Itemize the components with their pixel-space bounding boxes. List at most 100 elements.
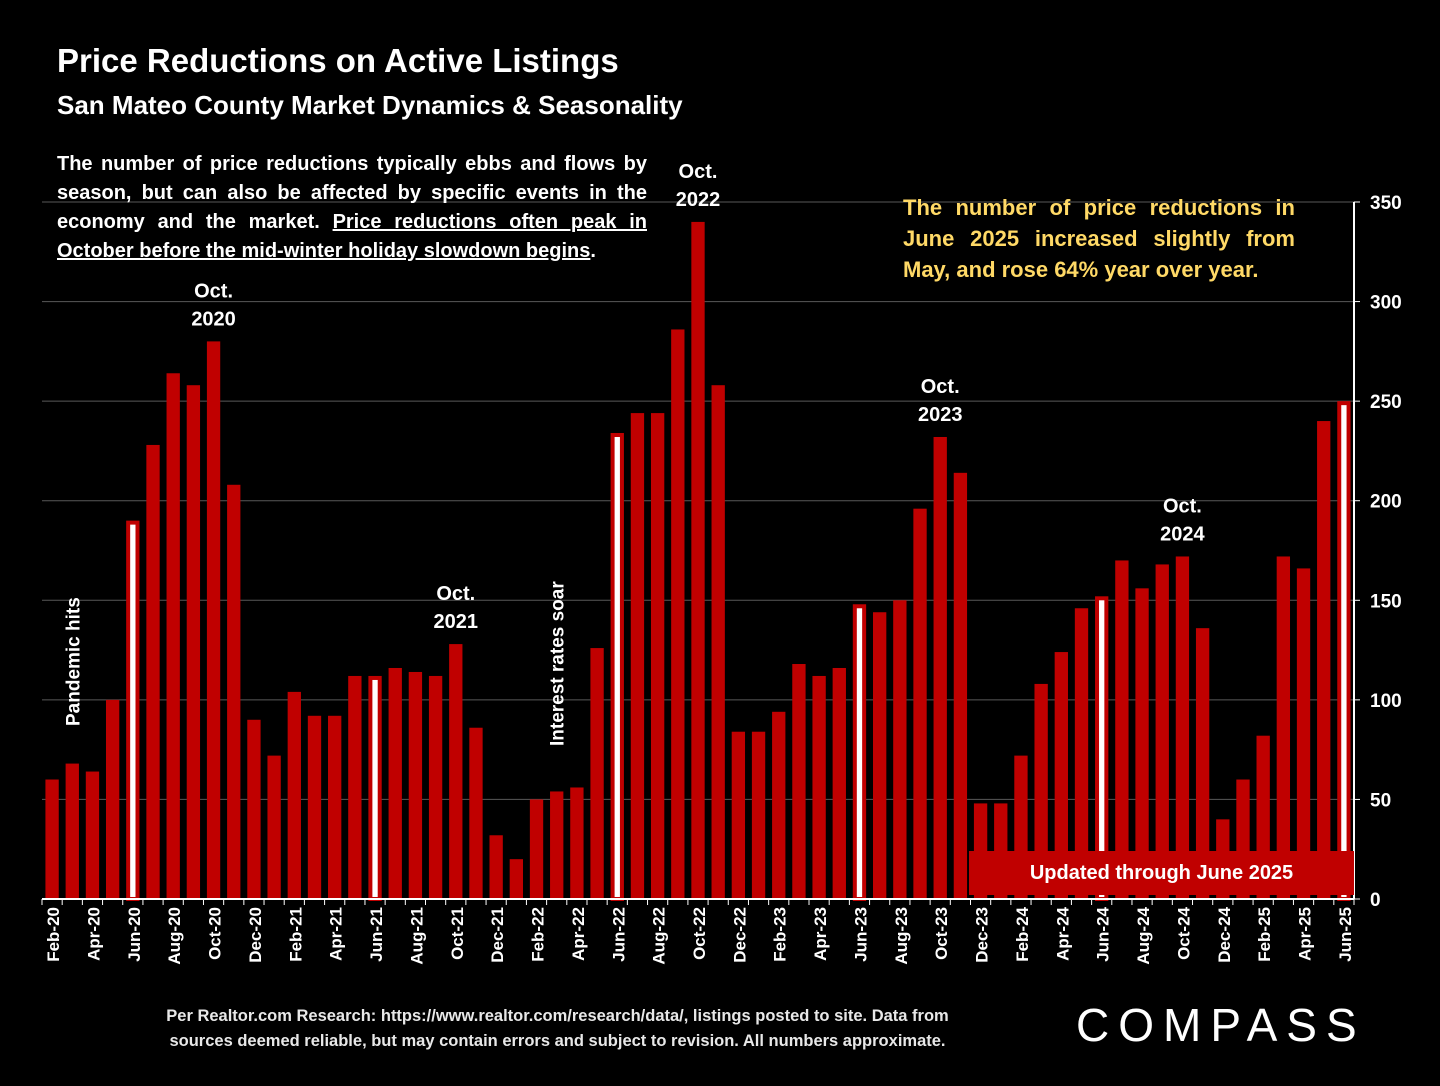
y-tick-label: 250 <box>1370 392 1402 413</box>
bar <box>408 671 423 899</box>
x-tick-label: Apr-22 <box>569 907 588 961</box>
bar-highlight <box>852 604 867 901</box>
x-tick-label: Dec-21 <box>488 907 507 963</box>
x-tick-label: Dec-20 <box>246 907 265 963</box>
bar-highlight <box>610 433 624 901</box>
x-tick-label: Dec-24 <box>1215 906 1234 962</box>
bar <box>247 719 261 899</box>
x-tick-label: Jun-22 <box>609 907 628 962</box>
x-tick-label: Apr-21 <box>327 907 346 961</box>
x-tick-label: Jun-20 <box>125 907 144 962</box>
bar <box>1034 683 1048 899</box>
x-tick-label: Apr-23 <box>811 907 830 961</box>
x-tick-label: Aug-20 <box>165 907 184 965</box>
bar <box>570 787 584 899</box>
june-2025-callout: The number of price reductions in June 2… <box>903 195 1295 282</box>
bar <box>1296 568 1311 899</box>
bar <box>772 711 786 899</box>
footnote-line-1: Per Realtor.com Research: https://www.re… <box>166 1007 949 1025</box>
x-tick-label: Oct-20 <box>206 907 225 960</box>
bar <box>1135 588 1149 899</box>
bar <box>85 771 100 899</box>
bar <box>933 436 947 899</box>
y-tick-label: 0 <box>1370 890 1381 911</box>
peak-annotation-line1: Oct. <box>921 376 960 398</box>
bar-highlight <box>1337 401 1351 901</box>
compass-logo: COMPASS <box>1076 999 1366 1051</box>
x-tick-label: Jun-25 <box>1336 907 1355 962</box>
intro-paragraph: The number of price reductions typically… <box>57 150 647 266</box>
bar <box>287 691 301 899</box>
intro-text: The number of price reductions typically… <box>57 153 647 233</box>
bar <box>529 799 544 899</box>
bar <box>469 727 483 899</box>
x-tick-label: Oct-24 <box>1174 906 1193 959</box>
bar <box>893 600 907 899</box>
bar <box>449 644 463 899</box>
bar <box>812 675 826 899</box>
x-tick-label: Aug-21 <box>407 907 426 965</box>
y-tick-label: 50 <box>1370 790 1391 811</box>
x-tick-label: Apr-25 <box>1296 907 1315 961</box>
bar <box>1074 608 1089 899</box>
event-annotation: Pandemic hits <box>63 597 84 726</box>
bar <box>1115 560 1129 899</box>
x-tick-label: Jun-24 <box>1094 906 1113 961</box>
y-tick-label: 150 <box>1370 591 1402 612</box>
bar <box>186 385 201 899</box>
event-annotation: Interest rates soar <box>548 581 569 746</box>
bar <box>953 472 968 899</box>
x-tick-label: Apr-20 <box>84 907 103 961</box>
bar <box>731 731 746 899</box>
peak-annotation-line1: Oct. <box>194 280 233 302</box>
bar <box>45 779 59 899</box>
bar <box>550 791 564 899</box>
x-tick-label: Feb-23 <box>771 907 790 962</box>
bar <box>388 667 402 899</box>
bar <box>166 373 180 900</box>
chart-subtitle: San Mateo County Market Dynamics & Seaso… <box>57 90 683 120</box>
footnote-line-2: sources deemed reliable, but may contain… <box>169 1032 946 1050</box>
x-tick-label: Feb-25 <box>1255 907 1274 962</box>
bar <box>307 715 322 899</box>
bar <box>146 444 160 899</box>
bar <box>711 385 725 899</box>
bar <box>65 763 79 899</box>
x-tick-label: Dec-23 <box>973 907 992 963</box>
peak-annotation-line2: 2021 <box>434 611 479 633</box>
bar <box>1317 421 1331 899</box>
x-tick-label: Feb-24 <box>1013 906 1032 961</box>
x-tick-label: Feb-20 <box>44 907 63 962</box>
bar <box>590 648 604 899</box>
x-tick-label: Jun-23 <box>851 907 870 962</box>
y-tick-label: 200 <box>1370 492 1402 513</box>
bar <box>1276 556 1291 899</box>
peak-annotation-line2: 2023 <box>918 404 963 426</box>
bar <box>751 731 766 899</box>
updated-through-banner: Updated through June 2025 <box>969 851 1354 895</box>
bar <box>206 341 221 899</box>
peak-annotation-line2: 2020 <box>191 308 236 330</box>
chart-title: Price Reductions on Active Listings <box>57 42 619 79</box>
bar <box>873 612 887 899</box>
y-tick-label: 100 <box>1370 691 1402 712</box>
bar <box>1054 652 1068 899</box>
x-tick-label: Apr-24 <box>1053 906 1072 960</box>
bar <box>630 413 645 899</box>
bar <box>509 859 523 899</box>
bar-highlight <box>368 675 382 902</box>
x-tick-label: Aug-23 <box>892 907 911 965</box>
bar <box>328 715 342 899</box>
peak-annotation-line1: Oct. <box>1163 495 1202 517</box>
peak-annotation-line2: 2024 <box>1160 523 1205 545</box>
bar <box>489 835 503 899</box>
x-tick-label: Jun-21 <box>367 907 386 962</box>
y-tick-label: 300 <box>1370 293 1402 314</box>
source-footnote: Per Realtor.com Research: https://www.re… <box>100 1004 1015 1054</box>
bar <box>832 667 846 899</box>
x-tick-label: Aug-24 <box>1134 906 1153 964</box>
peak-annotation-line2: 2022 <box>676 189 721 211</box>
bar <box>105 699 120 899</box>
bar <box>913 508 927 899</box>
